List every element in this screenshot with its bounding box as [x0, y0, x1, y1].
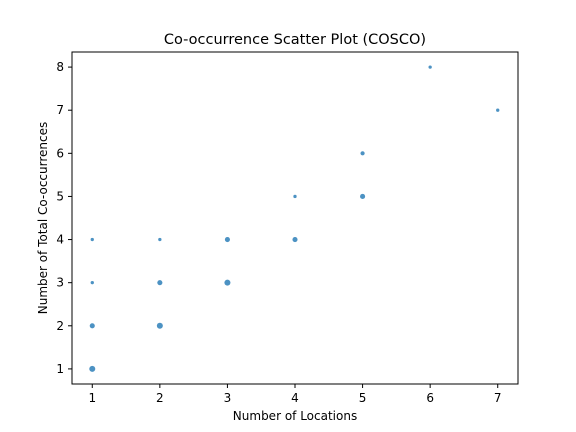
y-tick-label: 2	[56, 319, 64, 333]
scatter-point	[158, 237, 162, 242]
x-tick-label: 6	[426, 391, 434, 405]
scatter-point	[90, 237, 94, 242]
scatter-point	[360, 193, 366, 199]
scatter-point	[89, 323, 95, 329]
scatter-point	[428, 65, 432, 69]
y-tick-label: 1	[56, 362, 64, 376]
y-axis: 1 2 3 4 5 6 7 8	[56, 60, 72, 376]
plot-frame	[71, 51, 519, 385]
plot-area	[71, 51, 519, 385]
x-tick-label: 4	[291, 391, 299, 405]
y-tick-label: 6	[56, 146, 64, 160]
y-axis-label: Number of Total Co-occurrences	[36, 122, 50, 315]
scatter-point	[157, 280, 163, 286]
scatter-point	[89, 365, 96, 372]
x-tick-label: 3	[224, 391, 232, 405]
y-tick-label: 3	[56, 276, 64, 290]
y-tick-label: 7	[56, 103, 64, 117]
x-tick-label: 7	[494, 391, 502, 405]
x-tick-label: 1	[88, 391, 96, 405]
scatter-point	[224, 237, 230, 243]
y-tick-label: 4	[56, 233, 64, 247]
x-tick-label: 2	[156, 391, 164, 405]
scatter-point	[224, 279, 231, 286]
scatter-point	[293, 194, 297, 199]
scatter-point	[90, 281, 94, 285]
x-tick-label: 5	[359, 391, 367, 405]
y-tick-label: 8	[56, 60, 64, 74]
x-axis-label: Number of Locations	[233, 409, 357, 423]
data-points	[89, 65, 500, 372]
scatter-point	[360, 151, 365, 156]
scatter-point	[292, 237, 298, 243]
scatter-point	[496, 108, 500, 112]
chart-title: Co-occurrence Scatter Plot (COSCO)	[164, 32, 426, 48]
y-tick-label: 5	[56, 189, 64, 203]
x-axis: 1 2 3 4 5 6 7	[88, 384, 502, 405]
scatter-point	[156, 322, 163, 329]
